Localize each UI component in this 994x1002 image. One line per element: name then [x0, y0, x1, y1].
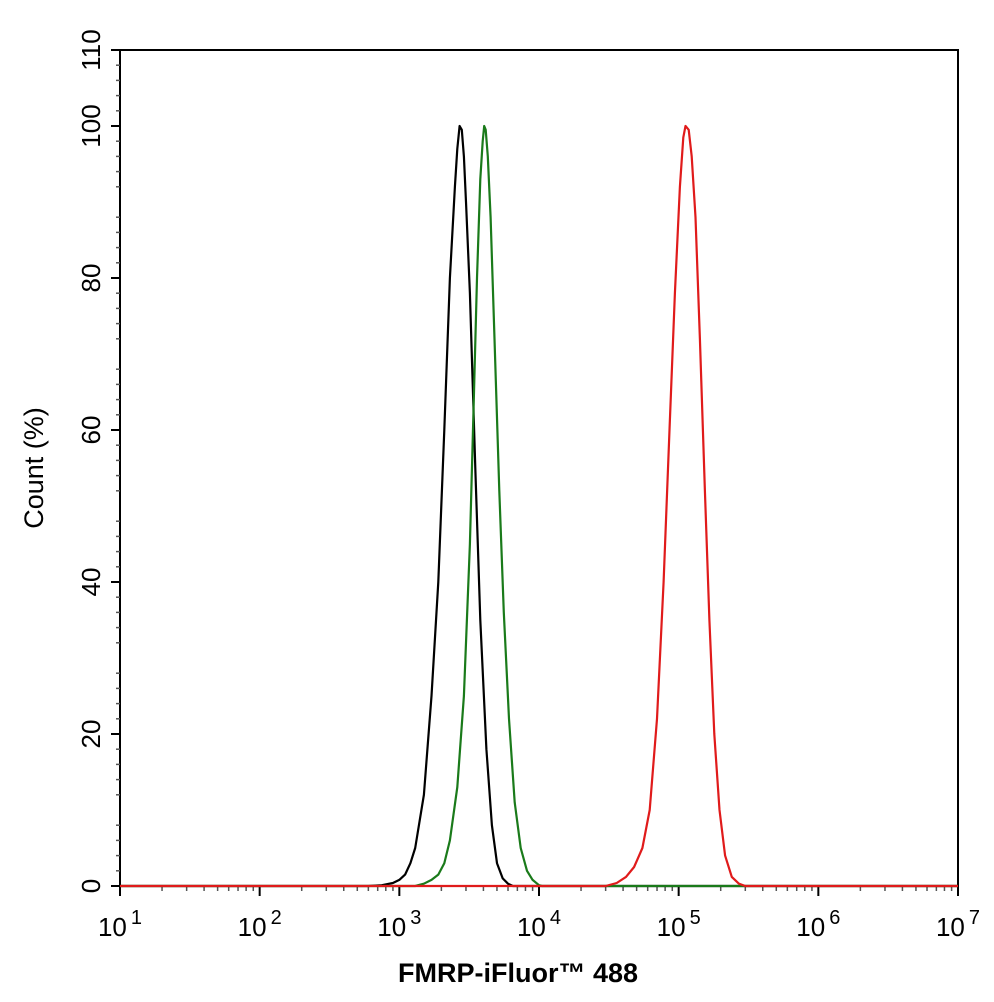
- x-tick-label: 10 4: [517, 907, 561, 942]
- series-line-3: [120, 124, 958, 888]
- plot-frame: [119, 49, 959, 887]
- y-tick-label: 60: [76, 416, 106, 445]
- y-tick-label: 40: [76, 568, 106, 597]
- x-tick-label: 10 7: [936, 907, 980, 942]
- y-minor-ticks: [116, 64, 120, 872]
- x-tick-label: 10 2: [238, 907, 282, 942]
- x-tick-label: 10 1: [98, 907, 142, 942]
- series-line-2: [120, 124, 958, 888]
- y-tick-label: 110: [76, 29, 106, 70]
- y-tick-label: 20: [76, 720, 106, 749]
- x-axis-title: FMRP-iFluor™ 488: [398, 958, 638, 988]
- y-axis-ticks: 0 20 40 60 80 100 110: [76, 29, 120, 893]
- y-tick-label: 80: [76, 264, 106, 293]
- x-axis-ticks: 10 1 10 2 10 3 10 4 10 5 10 6 10 7: [98, 886, 980, 942]
- x-tick-label: 10 6: [796, 907, 840, 942]
- y-tick-label: 100: [76, 104, 106, 147]
- series-line-1: [120, 124, 958, 888]
- series-lines: [120, 124, 958, 888]
- y-tick-label: 0: [76, 879, 106, 893]
- x-tick-label: 10 3: [377, 907, 421, 942]
- y-axis-title: Count (%): [19, 407, 49, 529]
- x-tick-label: 10 5: [657, 907, 701, 942]
